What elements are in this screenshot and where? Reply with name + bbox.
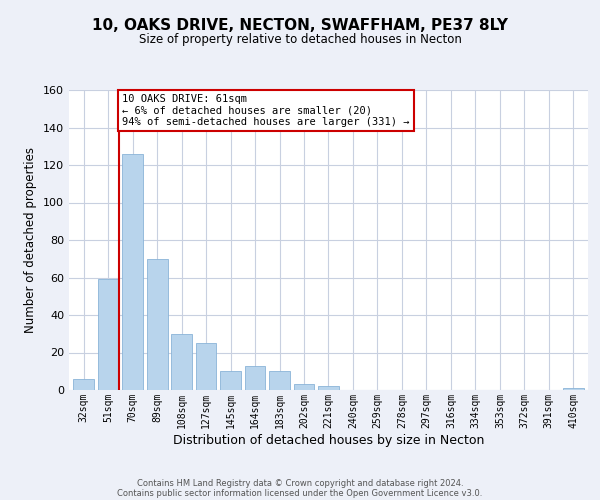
Text: 10 OAKS DRIVE: 61sqm
← 6% of detached houses are smaller (20)
94% of semi-detach: 10 OAKS DRIVE: 61sqm ← 6% of detached ho… [122, 94, 410, 127]
Y-axis label: Number of detached properties: Number of detached properties [25, 147, 37, 333]
Bar [122, 154, 143, 390]
Bar [98, 280, 119, 390]
Text: Contains public sector information licensed under the Open Government Licence v3: Contains public sector information licen… [118, 488, 482, 498]
Text: Contains HM Land Registry data © Crown copyright and database right 2024.: Contains HM Land Registry data © Crown c… [137, 478, 463, 488]
X-axis label: Distribution of detached houses by size in Necton: Distribution of detached houses by size … [173, 434, 484, 446]
Bar [171, 334, 192, 390]
Bar [245, 366, 265, 390]
Bar [73, 379, 94, 390]
Bar [269, 371, 290, 390]
Bar [293, 384, 314, 390]
Bar [563, 388, 584, 390]
Bar [196, 343, 217, 390]
Bar [318, 386, 339, 390]
Bar [147, 259, 167, 390]
Text: 10, OAKS DRIVE, NECTON, SWAFFHAM, PE37 8LY: 10, OAKS DRIVE, NECTON, SWAFFHAM, PE37 8… [92, 18, 508, 32]
Text: Size of property relative to detached houses in Necton: Size of property relative to detached ho… [139, 32, 461, 46]
Bar [220, 371, 241, 390]
